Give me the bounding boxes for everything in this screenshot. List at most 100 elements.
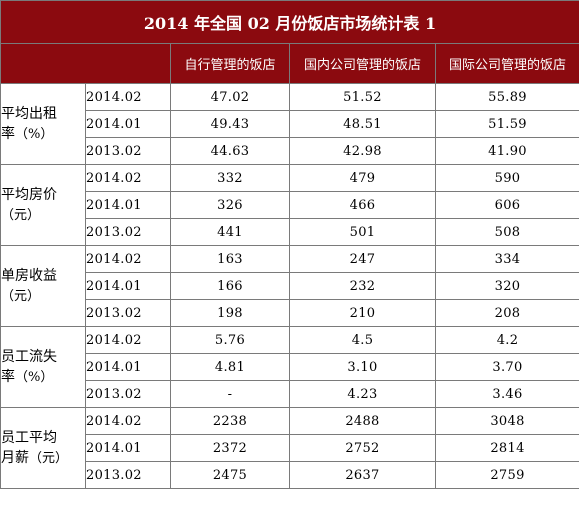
column-header-row: 自行管理的饭店 国内公司管理的饭店 国际公司管理的饭店 [0,43,579,84]
value-cell: 501 [289,218,436,246]
period-cell: 2014.01 [85,434,171,462]
value-cell: 247 [289,245,436,273]
value-cell: 466 [289,191,436,219]
value-cell: 508 [434,218,579,246]
period-cell: 2013.02 [85,380,171,408]
value-cell: 49.43 [170,110,290,138]
value-cell: 4.81 [170,353,290,381]
value-cell: 2752 [289,434,436,462]
metric-label-line1: 员工平均 [1,429,58,446]
period-cell: 2014.01 [85,110,171,138]
table-row: 员工平均 月薪（元） 2014.02 2238 2488 3048 [0,407,579,489]
metric-label-line1: 员工流失 [1,348,58,365]
value-cell: 479 [289,164,436,192]
table-row: 平均房价 （元） 2014.02 332 479 590 [0,164,579,246]
metric-unit: （元） [1,207,41,223]
value-cell: 606 [434,191,579,219]
period-cell: 2014.01 [85,272,171,300]
value-cell: 51.52 [289,83,436,111]
table-row: 2013.02 198 210 208 [1,299,579,327]
period-cell: 2014.02 [85,164,171,192]
value-cell: 590 [434,164,579,192]
value-cell: 163 [170,245,290,273]
metric-label-line2: 月薪 [1,449,30,466]
value-cell: 198 [170,299,290,327]
column-header-domestic-managed: 国内公司管理的饭店 [289,43,436,84]
period-cell: 2013.02 [85,299,171,327]
table-row: 2014.01 166 232 320 [1,272,579,300]
metric-unit: （%） [15,369,54,385]
metric-unit: （元） [29,450,69,466]
hotel-market-statistics-table: 2014 年全国 02 月份饭店市场统计表 1 自行管理的饭店 国内公司管理的饭… [0,0,579,489]
value-cell: 3.10 [289,353,436,381]
metric-unit: （元） [1,288,41,304]
table-row: 2013.02 44.63 42.98 41.90 [1,137,579,165]
value-cell: 166 [170,272,290,300]
table-row: 单房收益 （元） 2014.02 163 247 334 [0,245,579,327]
table-row: 2014.01 4.81 3.10 3.70 [1,353,579,381]
metric-label-line2: 率 [1,125,16,142]
table-row: 2014.01 326 466 606 [1,191,579,219]
value-cell: 2372 [170,434,290,462]
period-cell: 2014.01 [85,353,171,381]
metric-label-line2: 率 [1,368,16,385]
period-cell: 2014.02 [85,83,171,111]
value-cell: 2637 [289,461,436,489]
period-cell: 2013.02 [85,461,171,489]
period-cell: 2014.02 [85,407,171,435]
period-cell: 2014.02 [85,326,171,354]
value-cell: 334 [434,245,579,273]
value-cell: 4.23 [289,380,436,408]
period-cell: 2014.01 [85,191,171,219]
metric-label: 平均出租率（%） [0,83,86,165]
value-cell: 2475 [170,461,290,489]
table-title: 2014 年全国 02 月份饭店市场统计表 1 [0,0,579,44]
metric-label: 平均房价 （元） [0,164,86,246]
table-row: 2013.02 2475 2637 2759 [1,461,579,489]
value-cell: 232 [289,272,436,300]
value-cell: 4.2 [434,326,579,354]
metric-label: 员工流失率（%） [0,326,86,408]
metric-label-line1: 平均房价 [1,186,58,203]
metric-label: 单房收益 （元） [0,245,86,327]
table-row: 2013.02-4.23 3.46 [1,380,579,408]
period-cell: 2013.02 [85,137,171,165]
period-cell: 2014.02 [85,245,171,273]
value-cell: 3.70 [434,353,579,381]
table-row: 平均出租 率（%） 2014.02 47.02 51.52 55.89 [0,83,579,165]
value-cell: 210 [289,299,436,327]
value-cell: 51.59 [434,110,579,138]
value-cell: 326 [170,191,290,219]
column-header-international-managed: 国际公司管理的饭店 [434,43,579,84]
value-cell: 332 [170,164,290,192]
table-row: 2014.01 49.43 48.51 51.59 [1,110,579,138]
metric-label-line1: 单房收益 [1,267,58,284]
value-cell: 5.76 [170,326,290,354]
column-header-self-managed: 自行管理的饭店 [170,43,290,84]
value-cell: 44.63 [170,137,290,165]
value-cell: 3.46 [434,380,579,408]
period-cell: 2013.02 [85,218,171,246]
value-cell: 441 [170,218,290,246]
value-cell: 48.51 [289,110,436,138]
value-cell: 47.02 [170,83,290,111]
metric-label-line1: 平均出租 [1,105,58,122]
table-row: 员工流失 率（%） 2014.02 5.76 4.5 4.2 [0,326,579,408]
table-row: 2013.02 441 501 508 [1,218,579,246]
value-cell: 41.90 [434,137,579,165]
value-cell: 320 [434,272,579,300]
table-row: 2014.01 2372 2752 2814 [1,434,579,462]
metric-label: 员工平均月薪（元） [0,407,86,489]
value-cell: 2488 [289,407,436,435]
value-cell: 55.89 [434,83,579,111]
value-cell: 3048 [434,407,579,435]
title-row: 2014 年全国 02 月份饭店市场统计表 1 [0,0,579,44]
table-body: 2014 年全国 02 月份饭店市场统计表 1 自行管理的饭店 国内公司管理的饭… [0,0,579,489]
value-cell: - [170,380,290,408]
value-cell: 2759 [434,461,579,489]
value-cell: 208 [434,299,579,327]
header-blank-cell [0,43,171,84]
metric-unit: （%） [15,126,54,142]
value-cell: 4.5 [289,326,436,354]
